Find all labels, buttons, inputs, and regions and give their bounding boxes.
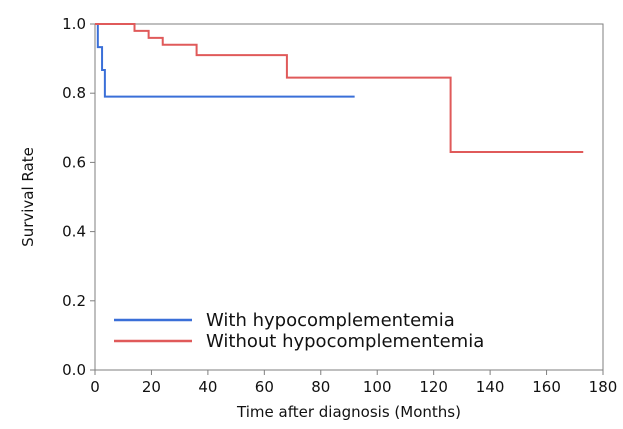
x-tick-label: 40: [198, 378, 217, 396]
x-axis-label: Time after diagnosis (Months): [236, 403, 461, 421]
legend-label-with-hypocomplementemia: With hypocomplementemia: [206, 310, 455, 331]
series-line-without-hypocomplementemia: [95, 23, 584, 154]
y-tick-label: 0.0: [62, 361, 86, 379]
x-tick-label: 0: [90, 378, 100, 396]
y-tick-label: 1.0: [62, 15, 86, 33]
x-tick-label: 160: [532, 378, 561, 396]
legend-label-without-hypocomplementemia: Without hypocomplementemia: [206, 331, 484, 352]
y-tick-label: 0.2: [62, 292, 86, 310]
legend: With hypocomplementemia Without hypocomp…: [114, 310, 484, 352]
x-tick-label: 180: [589, 378, 618, 396]
y-tick-label: 0.8: [62, 84, 86, 102]
series-line-with-hypocomplementemia: [95, 23, 355, 98]
y-axis-label: Survival Rate: [19, 147, 37, 247]
x-tick-label: 140: [476, 378, 505, 396]
series-layer: [95, 23, 584, 154]
x-tick-label: 20: [142, 378, 161, 396]
x-tick-label: 100: [363, 378, 392, 396]
x-tick-label: 60: [255, 378, 274, 396]
plot-frame: [94, 23, 604, 371]
y-tick-label: 0.4: [62, 223, 86, 241]
y-tick-label: 0.6: [62, 153, 86, 171]
x-tick-label: 80: [311, 378, 330, 396]
x-tick-label: 120: [419, 378, 448, 396]
tick-layer: 0 20 40 60 80 100 120 140 160 180 0.0 0.2 0.4 0.6 0.8 1…: [62, 15, 617, 396]
